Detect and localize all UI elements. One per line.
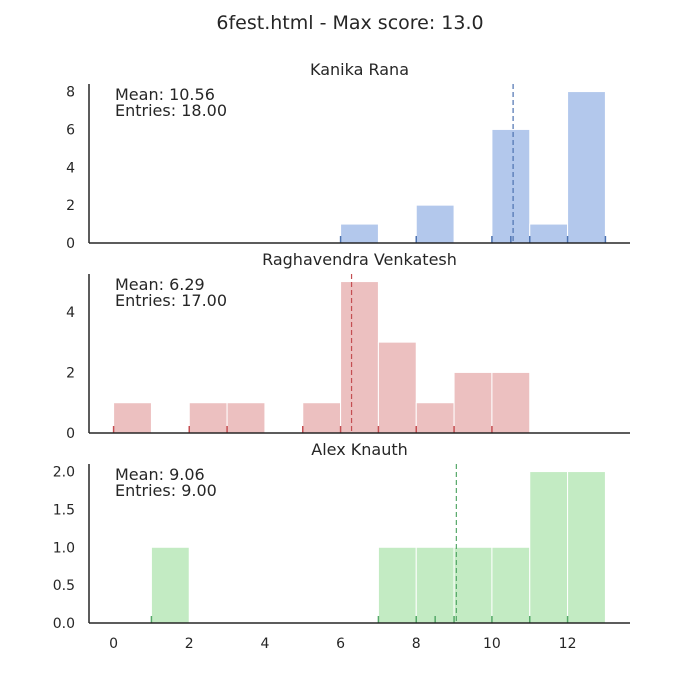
histogram-bar [377,341,417,434]
y-tick-label: 2 [66,198,75,214]
histogram-bar [302,402,342,434]
subplot-2: Raghavendra Venkatesh 0 2 4 Mean: 6.29Entrie… [66,250,630,442]
histogram-bar [415,204,455,244]
y-tick-label: 2 [66,365,75,381]
histogram-bar [113,402,152,434]
histogram-bar [491,546,531,624]
histogram-bar [453,546,493,624]
histogram-bar [529,223,569,244]
x-tick-label: 10 [483,636,501,652]
chart-title: 6fest.html - Max score: 13.0 [216,12,483,34]
x-tick-label: 12 [559,636,577,652]
y-tick-label: 6 [66,122,75,138]
y-tick-label: 0 [66,236,75,252]
histogram-bar [567,91,606,244]
histogram-bar [377,546,417,624]
entries-label: Entries: 17.00 [115,291,227,310]
y-tick-label: 0.5 [53,578,75,594]
histogram-bar [491,128,531,244]
subplot-3: Alex Knauth 0.0 0.5 1.0 1.5 2.0 Mean: 9.06Entr… [53,440,630,632]
y-tick-label: 0.0 [53,616,75,632]
subplot-title: Raghavendra Venkatesh [262,250,457,269]
subplot-title: Kanika Rana [310,60,409,79]
histogram-bar [529,471,569,624]
entries-label: Entries: 18.00 [115,101,227,120]
histogram-bar [567,471,606,624]
entries-label: Entries: 9.00 [115,481,217,500]
y-tick-label: 1.5 [53,502,75,518]
y-tick-label: 4 [66,305,75,321]
histogram-bar [150,546,190,624]
x-axis: 0 2 4 6 8 10 12 [109,636,576,652]
y-tick-label: 8 [66,85,75,101]
y-tick-label: 0 [66,426,75,442]
histogram-bar [340,281,379,434]
histogram-bar [415,402,455,434]
x-tick-label: 8 [412,636,421,652]
histogram-bar [491,371,531,434]
x-tick-label: 0 [109,636,118,652]
x-tick-label: 2 [185,636,194,652]
mean-label: Mean: 10.56 [115,85,215,104]
histogram-bar [226,402,266,434]
mean-label: Mean: 6.29 [115,275,205,294]
x-tick-label: 6 [336,636,345,652]
histogram-bar [415,546,455,624]
histogram-bar [453,371,493,434]
histogram-bar [340,223,379,244]
subplot-title: Alex Knauth [311,440,408,459]
y-tick-label: 1.0 [53,540,75,556]
mean-label: Mean: 9.06 [115,465,205,484]
y-tick-label: 4 [66,160,75,176]
histogram-bar [188,402,228,434]
x-tick-label: 4 [260,636,269,652]
y-tick-label: 2.0 [53,465,75,481]
